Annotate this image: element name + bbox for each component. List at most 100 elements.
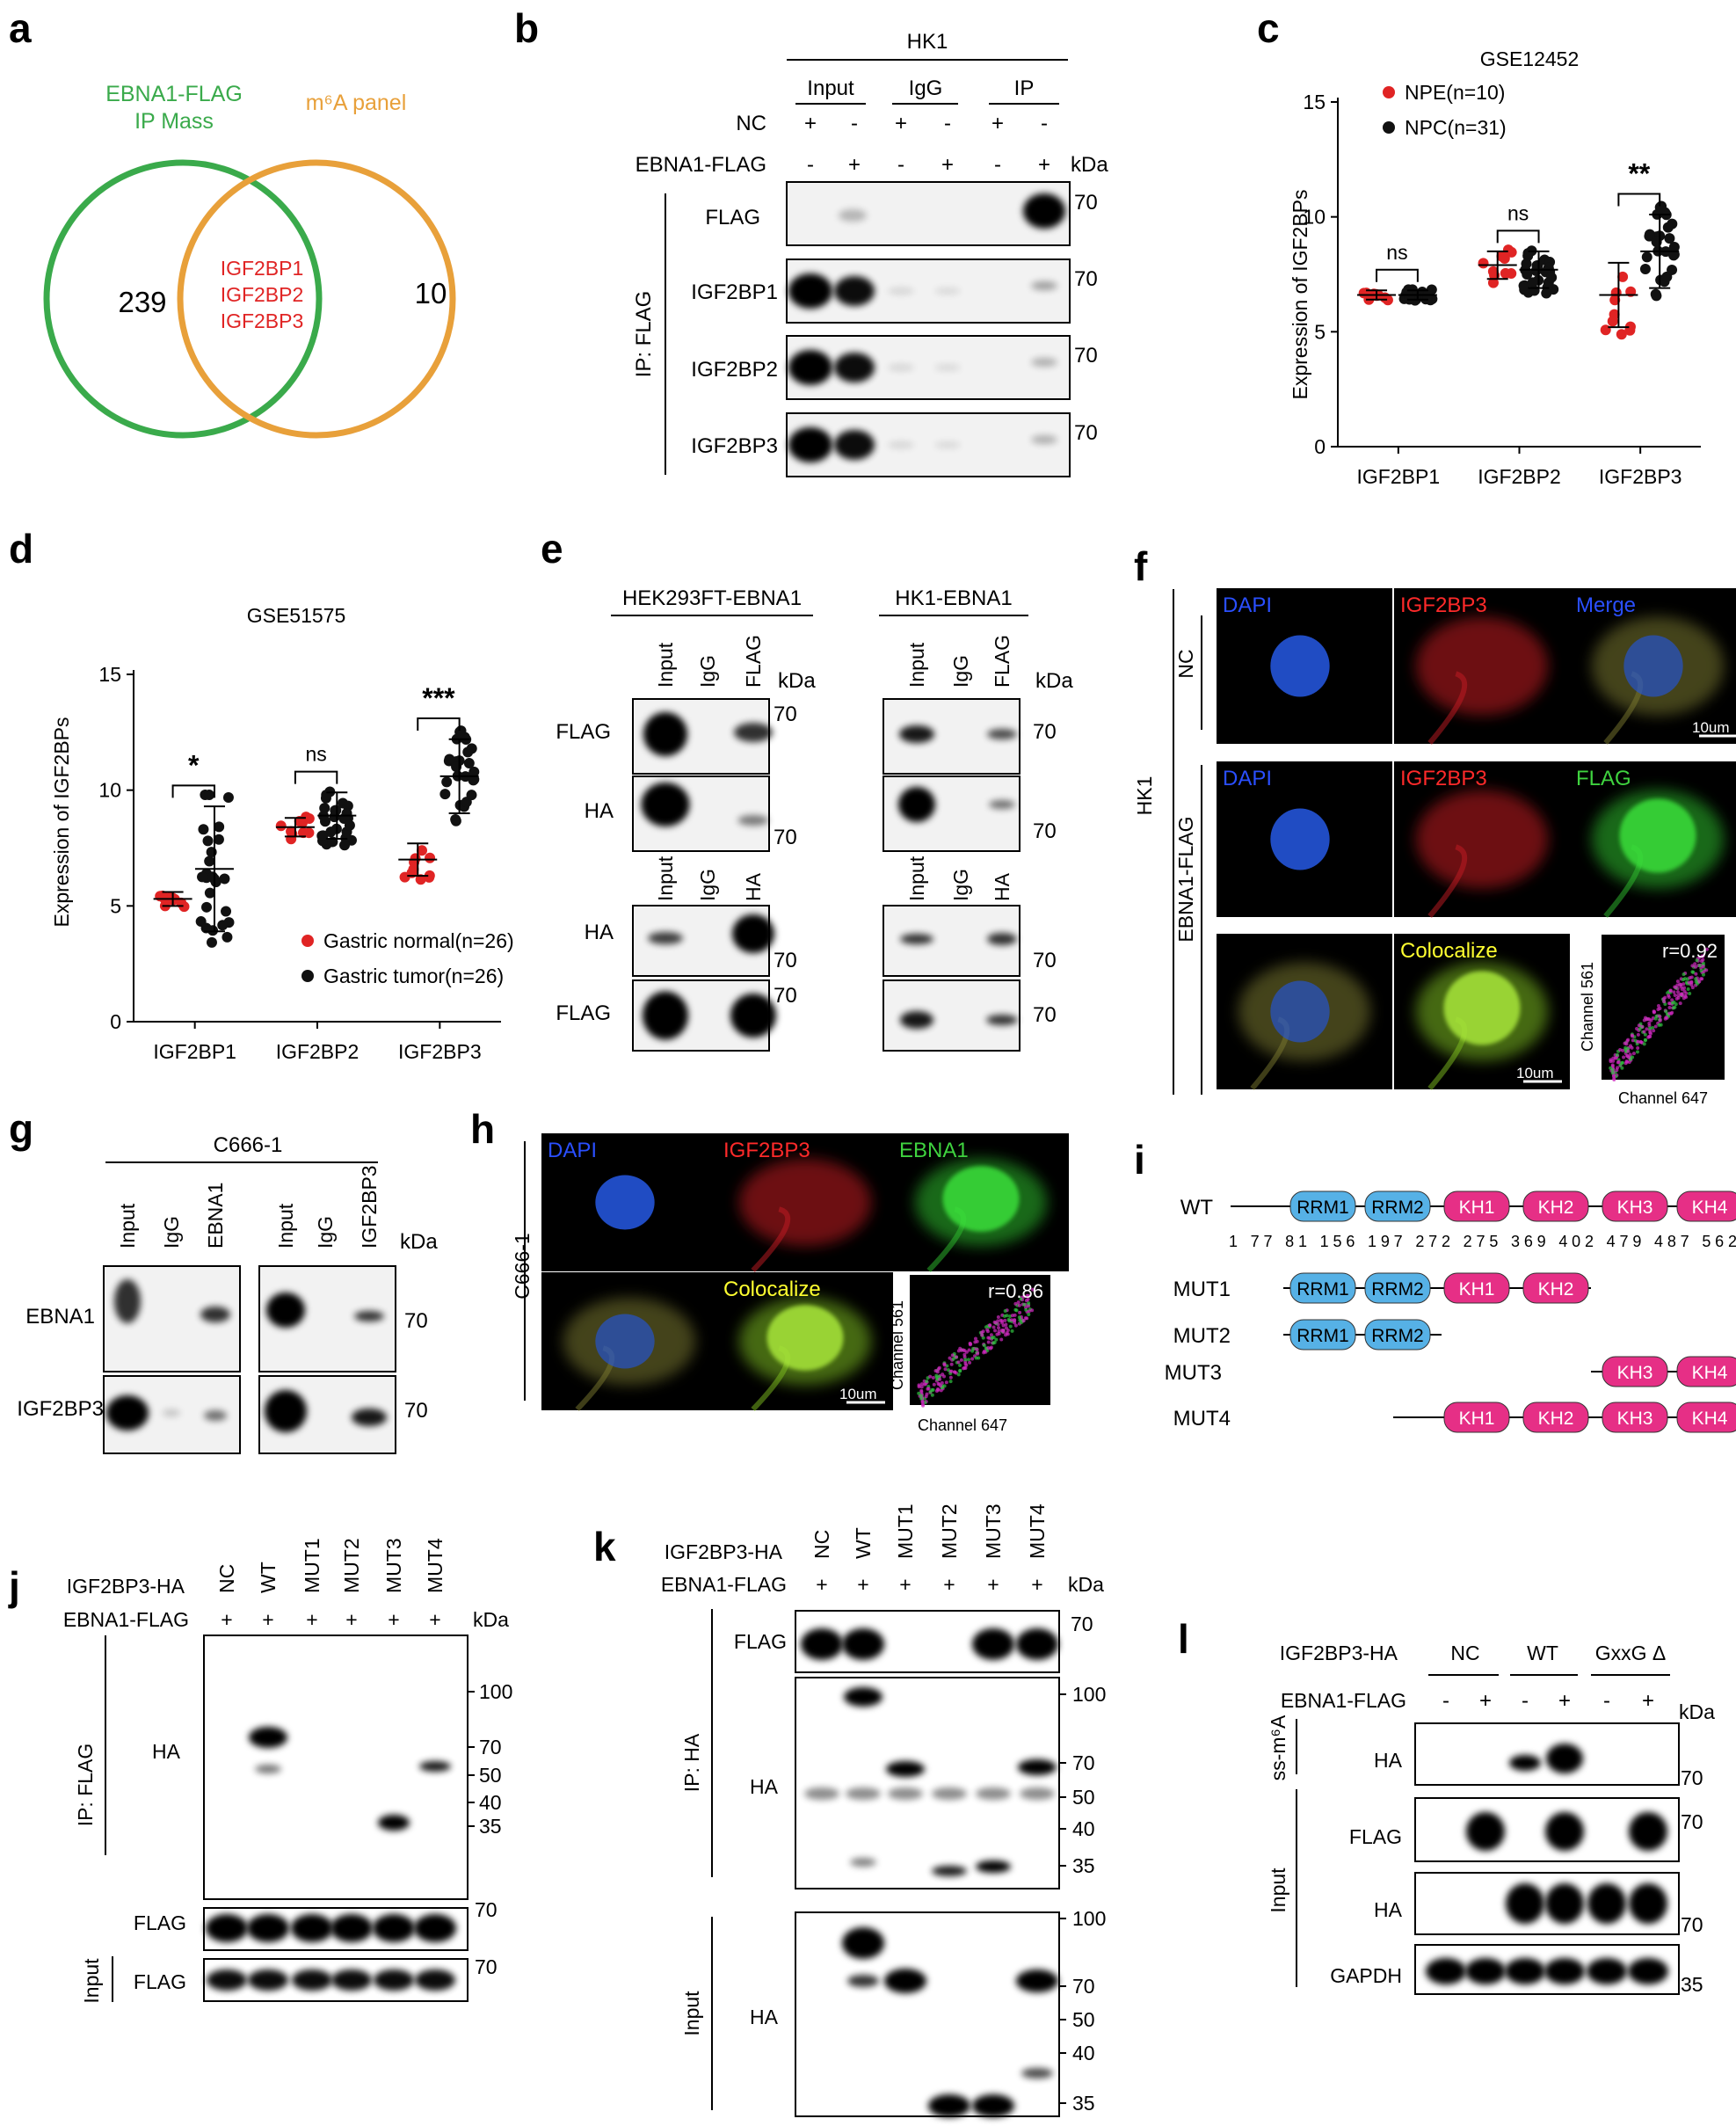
y-tick-label: 0 — [1314, 435, 1326, 458]
data-point — [1610, 287, 1622, 298]
scatter-point — [962, 1355, 967, 1359]
scatter-point — [968, 1360, 972, 1365]
data-point — [339, 840, 351, 851]
scatter-point — [958, 1346, 962, 1351]
b-band — [1031, 281, 1057, 290]
e-band — [643, 712, 687, 756]
construct-label: MUT2 — [1173, 1324, 1231, 1348]
k-marker: 100 — [1072, 1907, 1106, 1930]
scatter-point — [1615, 1052, 1619, 1057]
scatter-point — [942, 1363, 947, 1367]
g-band — [204, 1410, 227, 1421]
legend-marker — [1383, 121, 1395, 134]
l-row2: EBNA1-FLAG — [1281, 1689, 1406, 1712]
scatter-point — [997, 1329, 1001, 1334]
scatter-point — [948, 1356, 952, 1360]
panel-label-b: b — [514, 5, 539, 51]
scatter-point — [1699, 968, 1703, 972]
domain-rrm1 — [1289, 1272, 1356, 1304]
scatter-point — [1680, 987, 1684, 991]
scatter-point — [1636, 1039, 1640, 1044]
panel-label-l: l — [1178, 1616, 1189, 1662]
g-band — [352, 1409, 387, 1426]
scatter-point — [1636, 1045, 1640, 1050]
data-point — [204, 790, 215, 801]
e-marker: 70 — [774, 984, 797, 1008]
scatter-point — [1704, 968, 1709, 972]
scatter-point — [949, 1369, 954, 1373]
if-nuclear-signal — [766, 1305, 844, 1371]
e-band — [641, 783, 690, 826]
e-lane-label: IgG — [696, 869, 719, 901]
domain-kh1 — [1443, 1272, 1510, 1304]
g-band — [266, 1292, 305, 1328]
b-band — [788, 273, 832, 309]
b-group-ip: IP — [1014, 76, 1035, 100]
l-blot-strips — [1414, 1722, 1680, 1995]
e-lane-labels: Input IgG FLAG Input IgG HA Input IgG FLAG Input I… — [654, 635, 1013, 901]
j-lane-label: MUT3 — [382, 1538, 405, 1593]
h-scatter-ylabel: Channel 561 — [889, 1300, 906, 1390]
k-band — [932, 1787, 967, 1800]
b-group-input: Input — [807, 76, 854, 100]
scatter-point — [1618, 1063, 1623, 1067]
data-point — [1478, 258, 1489, 269]
scatter-point — [1688, 991, 1692, 995]
scatter-point — [1643, 1032, 1647, 1037]
scatter-point — [991, 1325, 996, 1329]
scatter-point — [1670, 998, 1674, 1002]
scatter-point — [1016, 1300, 1021, 1305]
domain-rrm2 — [1364, 1319, 1431, 1351]
k-strip-ha-input — [795, 1911, 1060, 2117]
data-point — [1664, 233, 1675, 244]
scatter-point — [1657, 1023, 1661, 1027]
scatter-point — [986, 1336, 991, 1340]
panel-label-i: i — [1134, 1137, 1145, 1183]
j-band — [419, 1761, 451, 1772]
k-lane-label: MUT4 — [1026, 1503, 1049, 1559]
data-point — [219, 873, 230, 885]
scatter-point — [1628, 1052, 1632, 1057]
data-point — [441, 776, 453, 788]
l-band — [1544, 1958, 1585, 1984]
scatter-point — [1609, 1066, 1613, 1070]
e-marker: 70 — [1033, 819, 1057, 843]
k-lane-label: MUT1 — [894, 1503, 917, 1559]
if-tile-label: IGF2BP3 — [723, 1139, 810, 1162]
b-nc-sign: + — [991, 112, 1004, 135]
venn-overlap-3: IGF2BP3 — [221, 309, 304, 332]
data-point — [202, 835, 214, 847]
d-title: GSE51575 — [247, 604, 346, 627]
if-nuclear-signal — [942, 1166, 1020, 1232]
scatter-point — [1701, 972, 1705, 977]
scatter-point — [980, 1333, 984, 1337]
g-kda: kDa — [400, 1230, 438, 1254]
venn-left-count: 239 — [118, 286, 166, 318]
data-point — [439, 789, 451, 800]
e-lane-label: IgG — [949, 869, 972, 901]
b-band — [934, 288, 961, 295]
e-band — [987, 933, 1017, 945]
b-signs: + - + - + - - + - + - + — [804, 112, 1050, 177]
j-plus: + — [262, 1608, 273, 1631]
b-marker-4: 70 — [1074, 421, 1098, 445]
b-ebna-sign: - — [807, 153, 814, 177]
panel-label-e: e — [541, 526, 563, 572]
l-label-ha2: HA — [1374, 1898, 1403, 1921]
scatter-point — [982, 1349, 986, 1353]
b-strip-2 — [786, 258, 1071, 324]
scatter-point — [1648, 1031, 1652, 1036]
y-tick-label: 15 — [98, 663, 121, 686]
j-plus: + — [345, 1608, 357, 1631]
domain-kh4 — [1676, 1402, 1736, 1433]
scatter-point — [990, 1336, 994, 1340]
k-lane-label: WT — [852, 1527, 875, 1559]
scatter-point — [1635, 1050, 1639, 1054]
e-label-ha-bottom: HA — [585, 921, 614, 944]
data-point — [462, 746, 474, 758]
scatter-point — [1027, 1313, 1031, 1317]
l-band — [1587, 1883, 1626, 1924]
if-nucleus — [1623, 635, 1683, 697]
